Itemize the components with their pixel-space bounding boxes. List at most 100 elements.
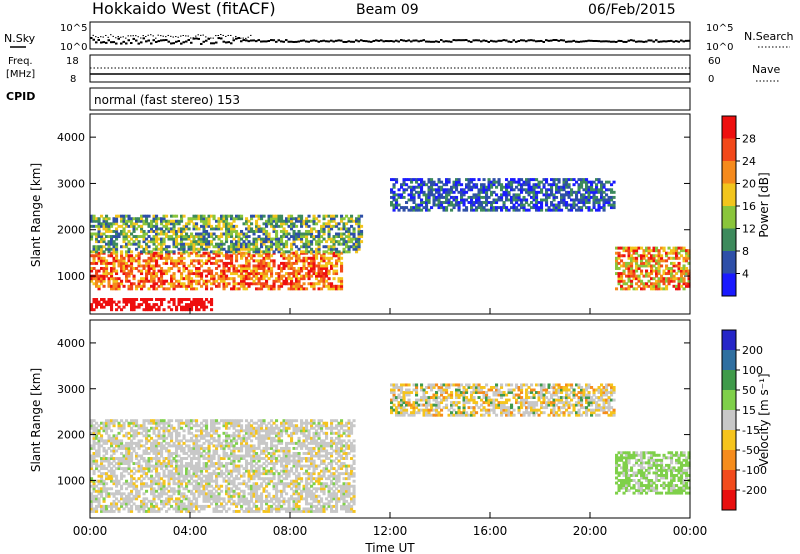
echo-cell	[112, 419, 116, 423]
echo-cell	[242, 499, 246, 503]
echo-cell	[175, 237, 179, 241]
echo-cell	[405, 183, 409, 187]
echo-cell	[132, 256, 136, 260]
echo-cell	[225, 462, 229, 466]
echo-cell	[232, 424, 236, 428]
echo-cell	[290, 279, 294, 283]
noise-point	[510, 40, 513, 43]
echo-cell	[677, 261, 681, 265]
echo-cell	[205, 240, 209, 244]
echo-cell	[247, 477, 251, 481]
echo-cell	[152, 284, 156, 288]
echo-cell	[280, 224, 284, 228]
echo-cell	[467, 180, 471, 184]
echo-cell	[420, 203, 424, 207]
echo-cell	[607, 198, 611, 202]
echo-cell	[247, 229, 251, 233]
echo-cell	[260, 240, 264, 244]
echo-cell	[337, 222, 341, 226]
echo-cell	[177, 489, 181, 493]
echo-cell	[220, 277, 224, 281]
echo-cell	[592, 193, 596, 197]
echo-cell	[537, 185, 541, 189]
echo-cell	[465, 183, 469, 187]
echo-cell	[312, 267, 316, 270]
echo-cell	[152, 247, 156, 251]
echo-cell	[227, 224, 231, 228]
noise-point	[647, 39, 650, 42]
echo-cell	[145, 242, 149, 246]
echo-cell	[92, 300, 96, 304]
echo-cell	[172, 459, 176, 463]
echo-cell	[192, 444, 196, 448]
echo-cell	[217, 484, 221, 488]
echo-cell	[417, 206, 421, 210]
echo-cell	[222, 261, 226, 265]
echo-cell	[617, 267, 621, 270]
echo-cell	[295, 254, 299, 258]
echo-cell	[585, 180, 589, 184]
echo-cell	[315, 247, 319, 251]
noise-point	[422, 39, 425, 42]
echo-cell	[95, 300, 99, 304]
echo-cell	[540, 198, 544, 202]
echo-cell	[552, 206, 556, 210]
echo-cell	[195, 287, 199, 291]
echo-cell	[167, 431, 171, 435]
echo-cell	[180, 499, 184, 503]
echo-cell	[535, 206, 539, 210]
echo-cell	[210, 242, 214, 246]
noise-search-point	[187, 35, 189, 37]
echo-cell	[112, 472, 116, 476]
echo-cell	[225, 277, 229, 281]
echo-cell	[157, 462, 161, 466]
echo-cell	[150, 256, 154, 260]
echo-cell	[527, 193, 531, 197]
echo-cell	[425, 195, 429, 199]
echo-cell	[100, 457, 104, 460]
echo-cell	[520, 183, 524, 187]
echo-cell	[677, 256, 681, 260]
echo-cell	[332, 235, 336, 239]
echo-cell	[182, 267, 186, 270]
echo-cell	[217, 222, 221, 226]
echo-cell	[180, 469, 184, 473]
echo-cell	[630, 254, 634, 258]
echo-cell	[102, 464, 106, 468]
noise-point	[637, 40, 640, 43]
echo-cell	[272, 219, 276, 223]
echo-cell	[275, 219, 279, 223]
echo-cell	[452, 198, 456, 202]
echo-cell	[327, 224, 331, 228]
echo-cell	[200, 452, 204, 455]
echo-cell	[100, 247, 104, 251]
echo-cell	[150, 502, 154, 506]
echo-cell	[210, 462, 214, 466]
echo-cell	[197, 274, 201, 278]
echo-cell	[285, 229, 289, 233]
echo-cell	[107, 426, 111, 430]
echo-cell	[405, 201, 409, 204]
power-echoes	[90, 178, 691, 312]
echo-cell	[105, 421, 109, 425]
echo-cell	[315, 235, 319, 239]
echo-cell	[555, 203, 559, 207]
echo-cell	[517, 195, 521, 199]
echo-cell	[177, 472, 181, 476]
echo-cell	[180, 474, 184, 478]
echo-cell	[462, 198, 466, 202]
echo-cell	[177, 256, 181, 260]
echo-cell	[125, 224, 129, 228]
echo-cell	[670, 277, 674, 281]
echo-cell	[457, 190, 461, 194]
echo-cell	[100, 240, 104, 244]
noise-search-point	[222, 34, 224, 36]
echo-cell	[317, 287, 321, 291]
echo-cell	[180, 446, 184, 450]
echo-cell	[532, 178, 536, 182]
echo-cell	[537, 183, 541, 187]
echo-cell	[332, 277, 336, 281]
echo-cell	[145, 251, 149, 255]
echo-cell	[180, 254, 184, 258]
echo-cell	[612, 180, 616, 184]
